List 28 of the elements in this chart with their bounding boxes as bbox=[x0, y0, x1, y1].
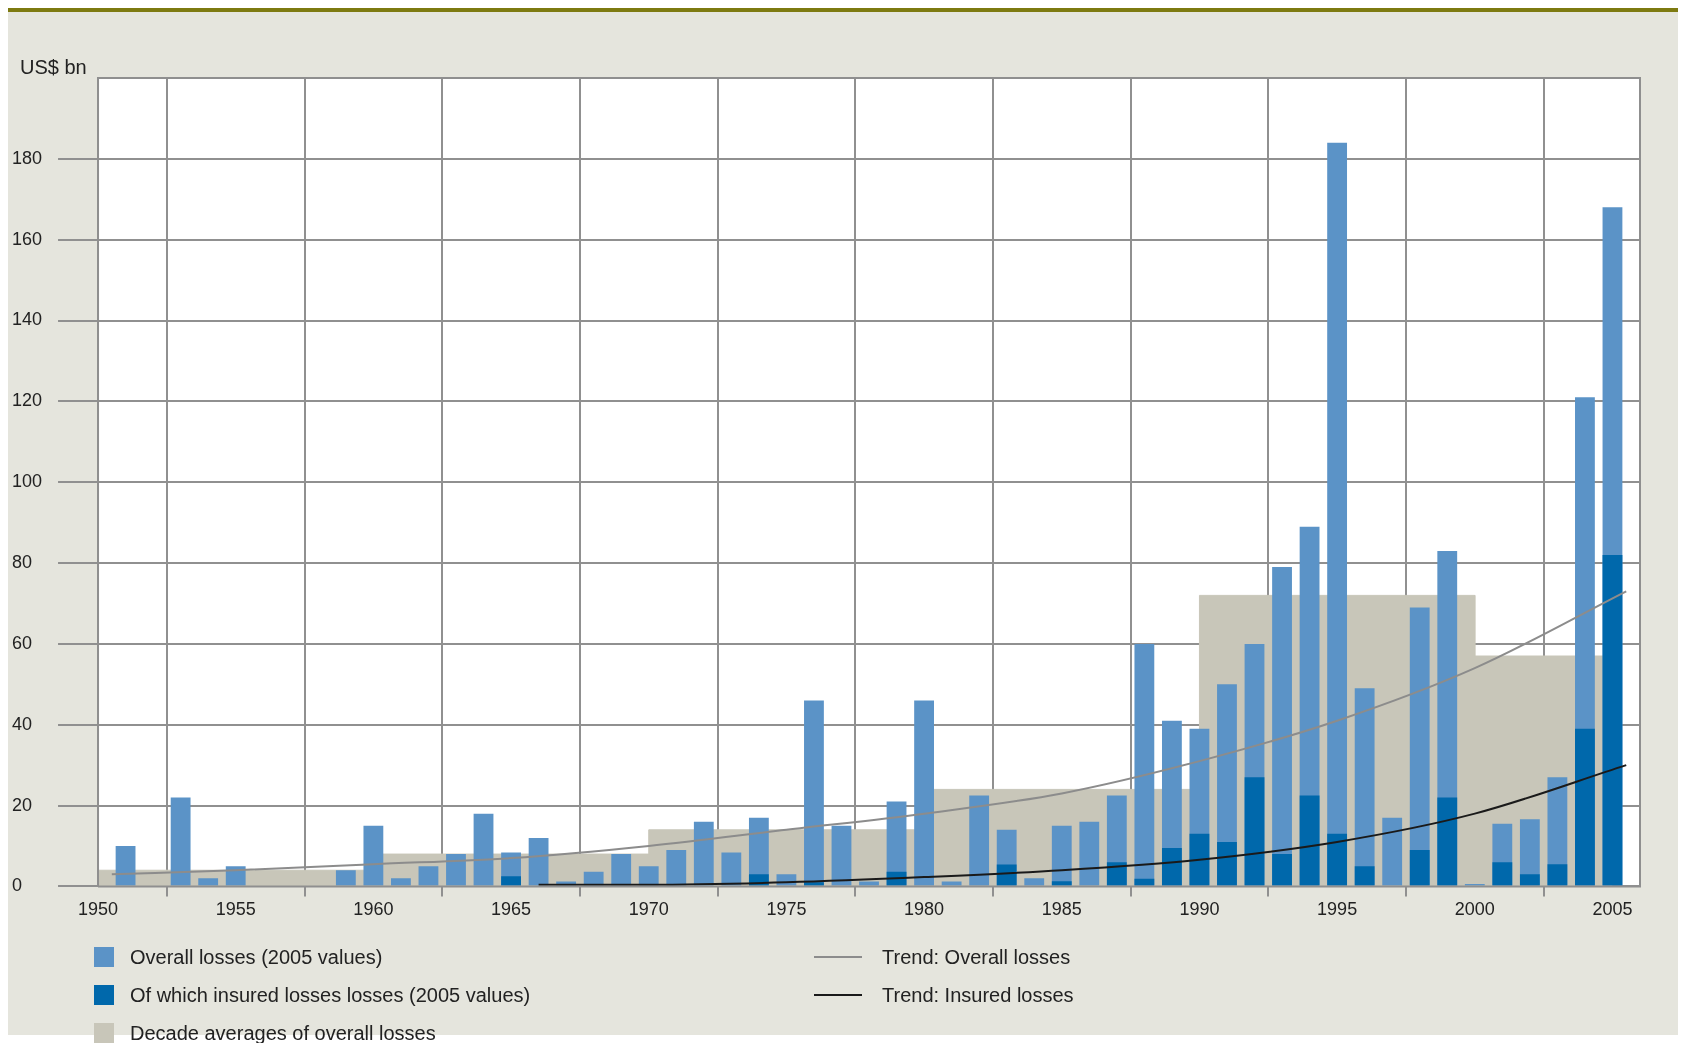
x-tick-label: 2000 bbox=[1454, 899, 1495, 920]
y-tick-label: 160 bbox=[12, 228, 43, 249]
x-tick-label: 1975 bbox=[766, 899, 807, 920]
y-tick-label: 140 bbox=[12, 309, 43, 330]
legend-label: Trend: Overall losses bbox=[882, 945, 1071, 969]
x-tick-label: 1955 bbox=[215, 899, 256, 920]
x-tick-label: 1985 bbox=[1041, 899, 1082, 920]
y-tick-label: 80 bbox=[12, 552, 33, 573]
x-tick-label: 1990 bbox=[1179, 899, 1220, 920]
legend-label: Of which insured losses losses (2005 values) bbox=[130, 983, 531, 1007]
x-tick-label: 1980 bbox=[904, 899, 945, 920]
y-tick-label: 40 bbox=[12, 713, 33, 734]
x-tick-label: 1950 bbox=[78, 899, 119, 920]
y-tick-label: 0 bbox=[12, 875, 23, 896]
x-tick-label: 2005 bbox=[1592, 899, 1633, 920]
legend-label: Trend: Insured losses bbox=[882, 983, 1074, 1007]
y-tick-label: 60 bbox=[12, 632, 33, 653]
y-axis-title: US$ bn bbox=[20, 56, 87, 79]
x-tick-label: 1960 bbox=[353, 899, 394, 920]
legend-label: Decade averages of overall losses bbox=[130, 1021, 436, 1043]
y-tick-label: 20 bbox=[12, 794, 33, 815]
y-tick-label: 100 bbox=[12, 471, 43, 492]
x-tick-label: 1965 bbox=[491, 899, 532, 920]
y-tick-label: 120 bbox=[12, 390, 43, 411]
x-tick-label: 1970 bbox=[628, 899, 669, 920]
legend-label: Overall losses (2005 values) bbox=[130, 945, 383, 969]
x-tick-label: 1995 bbox=[1317, 899, 1358, 920]
y-tick-label: 180 bbox=[12, 147, 43, 168]
